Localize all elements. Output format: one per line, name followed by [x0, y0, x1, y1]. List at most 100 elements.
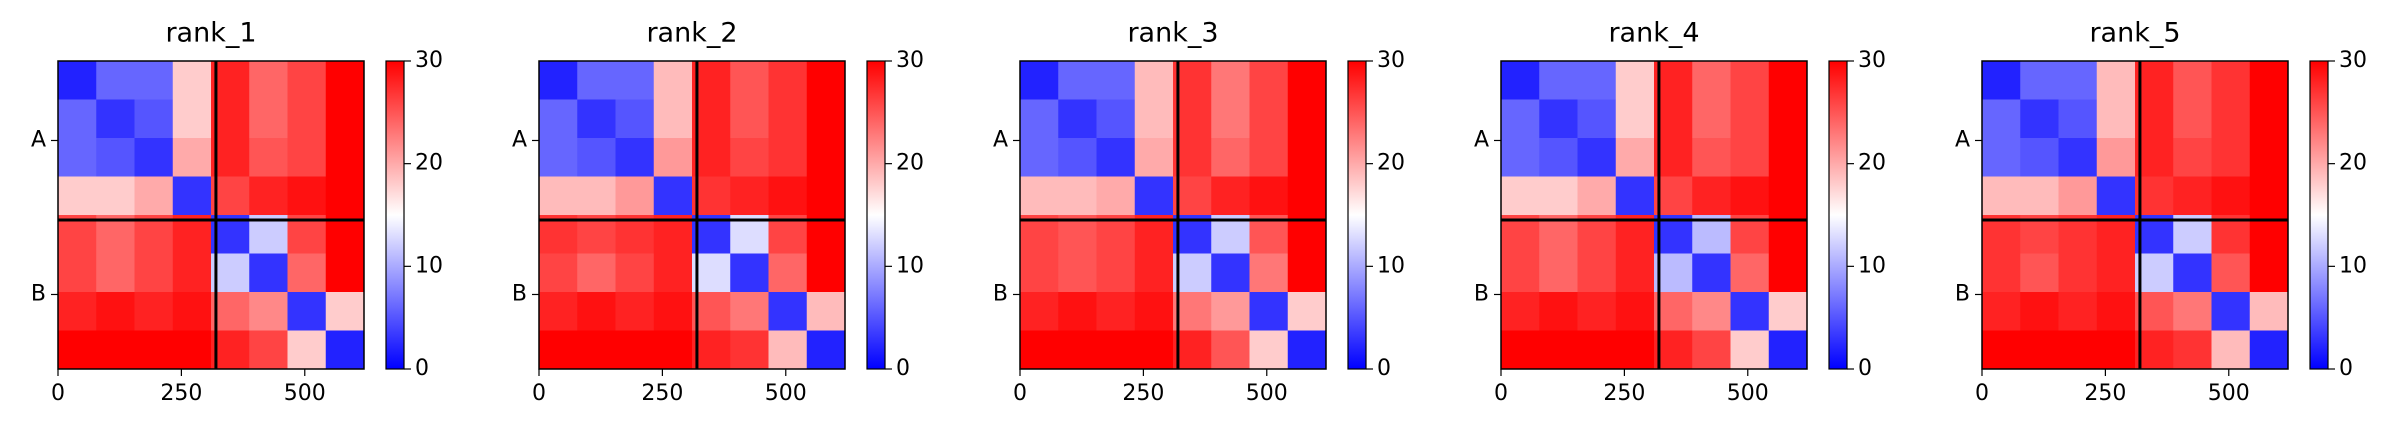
heatmap-cell	[2173, 61, 2212, 100]
heatmap-cell	[1539, 138, 1578, 177]
heatmap-cell	[768, 253, 808, 293]
chart-title: rank_2	[646, 18, 737, 49]
heatmap-cell	[577, 176, 616, 216]
colorbar-tick-label: 10	[1377, 253, 1405, 278]
heatmap-cell	[2020, 253, 2059, 293]
heatmap-cell	[2020, 292, 2059, 331]
panel: rank_4 0 250 500 A B 0 10 20 30	[1474, 18, 1886, 407]
heatmap-cell	[1539, 176, 1578, 216]
heatmap-cell	[1173, 253, 1212, 293]
x-tick-label: 500	[1727, 381, 1769, 406]
heatmap-cell	[1058, 330, 1097, 370]
heatmap-cell	[730, 292, 769, 331]
heatmap-cell	[1768, 138, 1808, 177]
heatmap-cell	[2096, 215, 2136, 254]
x-tick-label: 500	[1246, 381, 1288, 406]
heatmap-cell	[615, 253, 655, 293]
heatmap-cell	[577, 330, 616, 370]
heatmap-cell	[1058, 176, 1097, 216]
heatmap-cell	[1730, 99, 1770, 139]
heatmap-cell	[2020, 61, 2059, 100]
heatmap-cell	[2096, 176, 2136, 216]
colorbar-tick-label: 10	[415, 253, 443, 278]
heatmap-cell	[1501, 138, 1540, 177]
heatmap-cell	[1982, 138, 2021, 177]
heatmap-cell	[134, 61, 174, 100]
heatmap-cell	[2211, 176, 2251, 216]
heatmap-cell	[1173, 215, 1212, 254]
heatmap-cell	[1020, 61, 1059, 100]
y-tick-label: B	[1955, 281, 1970, 306]
heatmap-cell	[2249, 253, 2289, 293]
heatmap-cell	[1020, 215, 1059, 254]
heatmap-cell	[1730, 176, 1770, 216]
heatmap-cell	[2096, 253, 2136, 293]
heatmap-cell	[1287, 330, 1327, 370]
heatmap-cell	[2135, 61, 2174, 100]
y-tick-label: B	[31, 281, 46, 306]
heatmap-cell	[2135, 215, 2174, 254]
heatmap-cell	[1982, 99, 2021, 139]
heatmap-cell	[2173, 138, 2212, 177]
chart-title: rank_4	[1608, 18, 1699, 49]
heatmap-cell	[1134, 292, 1174, 331]
heatmap-cell	[1211, 215, 1250, 254]
heatmap-cell	[653, 330, 693, 370]
heatmap-cell	[1249, 330, 1289, 370]
heatmap-cell	[96, 61, 135, 100]
heatmap-cell	[1173, 330, 1212, 370]
heatmap-cell	[1173, 61, 1212, 100]
heatmap-cell	[615, 99, 655, 139]
heatmap-cell	[249, 215, 288, 254]
chart-title: rank_1	[165, 18, 256, 49]
heatmap-cell	[1615, 292, 1655, 331]
heatmap-cell	[96, 253, 135, 293]
heatmap-cell	[1249, 61, 1289, 100]
heatmap-cell	[1577, 61, 1617, 100]
plot-frame	[57, 60, 365, 370]
heatmap-cell	[249, 330, 288, 370]
heatmap-cell	[1134, 330, 1174, 370]
heatmap-cell	[287, 99, 327, 139]
heatmap-cell	[96, 176, 135, 216]
heatmap-cell	[325, 176, 365, 216]
heatmap-cell	[249, 61, 288, 100]
heatmap-cell	[806, 292, 846, 331]
heatmap-cell	[172, 61, 212, 100]
heatmap-cell	[1615, 138, 1655, 177]
heatmap-cell	[287, 61, 327, 100]
heatmap-cell	[539, 215, 578, 254]
heatmap-cell	[249, 253, 288, 293]
heatmap-cell	[1287, 138, 1327, 177]
heatmap-cell	[2249, 61, 2289, 100]
heatmap-cell	[539, 330, 578, 370]
chart-title: rank_5	[2089, 18, 2180, 49]
heatmap-cell	[1692, 99, 1731, 139]
heatmap-cell	[1768, 61, 1808, 100]
heatmap-cell	[2020, 138, 2059, 177]
heatmap-cell	[1173, 138, 1212, 177]
y-tick-label: A	[1955, 127, 1970, 152]
colorbar-tick-label: 30	[896, 48, 924, 73]
colorbar	[2309, 60, 2329, 370]
colorbar-tick-label: 30	[1377, 48, 1405, 73]
heatmap-cell	[615, 215, 655, 254]
heatmap-cell	[172, 253, 212, 293]
heatmap-cell	[577, 292, 616, 331]
heatmap-cell	[2058, 215, 2098, 254]
heatmap-cell	[96, 330, 135, 370]
heatmap-cell	[1577, 253, 1617, 293]
heatmap-cell	[1020, 176, 1059, 216]
heatmap-cell	[96, 99, 135, 139]
colorbar	[866, 60, 886, 370]
heatmap-cell	[1134, 99, 1174, 139]
heatmap-cell	[615, 330, 655, 370]
heatmap-cell	[172, 138, 212, 177]
heatmap-cell	[172, 330, 212, 370]
heatmap-cell	[2249, 176, 2289, 216]
heatmap-cell	[1539, 330, 1578, 370]
heatmap-cell	[1020, 99, 1059, 139]
chart-title: rank_3	[1127, 18, 1218, 49]
plot-frame	[1500, 60, 1808, 370]
heatmap-cell	[692, 176, 731, 216]
